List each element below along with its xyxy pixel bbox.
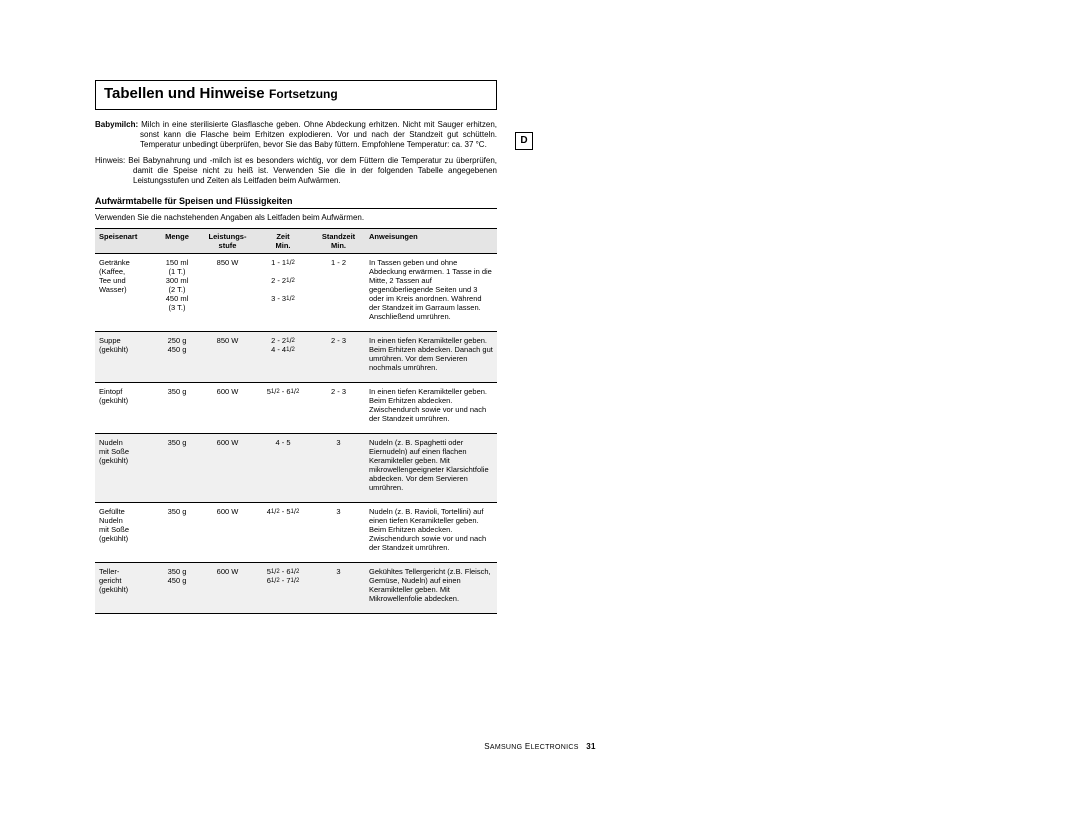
reheat-table: Speisenart Menge Leistungs-stufe ZeitMin… — [95, 228, 497, 614]
page-title-box: Tabellen und Hinweise Fortsetzung — [95, 80, 497, 110]
subheading: Aufwärmtabelle für Speisen und Flüssigke… — [95, 196, 497, 209]
page-title-sub: Fortsetzung — [269, 87, 338, 101]
cell-anweisungen: In Tassen geben und ohne Abdeckung erwär… — [365, 254, 497, 332]
cell-zeit: 51/2 - 61/261/2 - 71/2 — [254, 563, 312, 614]
cell-leistung: 600 W — [201, 383, 254, 434]
cell-anweisungen: In einen tiefen Keramikteller geben. Bei… — [365, 383, 497, 434]
col-anweisungen: Anweisungen — [365, 229, 497, 254]
cell-menge: 350 g — [153, 383, 201, 434]
cell-zeit: 51/2 - 61/2 — [254, 383, 312, 434]
cell-zeit: 1 - 11/22 - 21/23 - 31/2 — [254, 254, 312, 332]
cell-standzeit: 2 - 3 — [312, 383, 365, 434]
col-standzeit: StandzeitMin. — [312, 229, 365, 254]
intro-text: Verwenden Sie die nachstehenden Angaben … — [95, 213, 497, 222]
cell-anweisungen: Nudeln (z. B. Ravioli, Tortellini) auf e… — [365, 503, 497, 563]
table-row: Teller-gericht(gekühlt)350 g450 g600 W51… — [95, 563, 497, 614]
cell-leistung: 600 W — [201, 503, 254, 563]
text-hinweis: Bei Babynahrung und -milch ist es besond… — [128, 156, 497, 185]
col-menge: Menge — [153, 229, 201, 254]
language-badge: D — [515, 132, 533, 150]
table-row: Getränke(Kaffee,Tee undWasser)150 ml(1 T… — [95, 254, 497, 332]
cell-leistung: 850 W — [201, 254, 254, 332]
cell-standzeit: 3 — [312, 503, 365, 563]
footer-brand: SAMSUNG ELECTRONICS — [484, 742, 581, 751]
cell-speisenart: Getränke(Kaffee,Tee undWasser) — [95, 254, 153, 332]
cell-leistung: 850 W — [201, 332, 254, 383]
page-title-main: Tabellen und Hinweise — [104, 85, 265, 102]
table-row: Suppe(gekühlt)250 g450 g850 W2 - 21/24 -… — [95, 332, 497, 383]
cell-speisenart: GefüllteNudelnmit Soße(gekühlt) — [95, 503, 153, 563]
cell-menge: 350 g — [153, 434, 201, 503]
table-row: Nudelnmit Soße(gekühlt)350 g600 W4 - 53N… — [95, 434, 497, 503]
cell-speisenart: Nudelnmit Soße(gekühlt) — [95, 434, 153, 503]
cell-speisenart: Suppe(gekühlt) — [95, 332, 153, 383]
label-babymilch: Babymilch: — [95, 120, 138, 129]
paragraph-hinweis: Hinweis: Bei Babynahrung und -milch ist … — [95, 156, 497, 186]
paragraph-babymilch: Babymilch: Milch in eine sterilisierte G… — [95, 120, 497, 150]
cell-standzeit: 1 - 2 — [312, 254, 365, 332]
cell-zeit: 2 - 21/24 - 41/2 — [254, 332, 312, 383]
cell-menge: 150 ml(1 T.)300 ml(2 T.)450 ml(3 T.) — [153, 254, 201, 332]
cell-standzeit: 3 — [312, 434, 365, 503]
cell-menge: 250 g450 g — [153, 332, 201, 383]
col-speisenart: Speisenart — [95, 229, 153, 254]
page-footer: SAMSUNG ELECTRONICS 31 — [0, 742, 1080, 751]
cell-anweisungen: Nudeln (z. B. Spaghetti oder Eiernudeln)… — [365, 434, 497, 503]
col-leistung: Leistungs-stufe — [201, 229, 254, 254]
cell-speisenart: Teller-gericht(gekühlt) — [95, 563, 153, 614]
cell-menge: 350 g — [153, 503, 201, 563]
cell-standzeit: 2 - 3 — [312, 332, 365, 383]
footer-page-number: 31 — [586, 742, 596, 751]
cell-zeit: 4 - 5 — [254, 434, 312, 503]
cell-zeit: 41/2 - 51/2 — [254, 503, 312, 563]
cell-menge: 350 g450 g — [153, 563, 201, 614]
table-row: GefüllteNudelnmit Soße(gekühlt)350 g600 … — [95, 503, 497, 563]
cell-anweisungen: In einen tiefen Keramikteller geben. Bei… — [365, 332, 497, 383]
cell-speisenart: Eintopf(gekühlt) — [95, 383, 153, 434]
cell-leistung: 600 W — [201, 434, 254, 503]
col-zeit: ZeitMin. — [254, 229, 312, 254]
table-header-row: Speisenart Menge Leistungs-stufe ZeitMin… — [95, 229, 497, 254]
table-row: Eintopf(gekühlt)350 g600 W51/2 - 61/22 -… — [95, 383, 497, 434]
text-babymilch: Milch in eine sterilisierte Glasflasche … — [140, 120, 497, 149]
cell-leistung: 600 W — [201, 563, 254, 614]
label-hinweis: Hinweis: — [95, 156, 125, 165]
cell-anweisungen: Gekühltes Tellergericht (z.B. Fleisch, G… — [365, 563, 497, 614]
cell-standzeit: 3 — [312, 563, 365, 614]
